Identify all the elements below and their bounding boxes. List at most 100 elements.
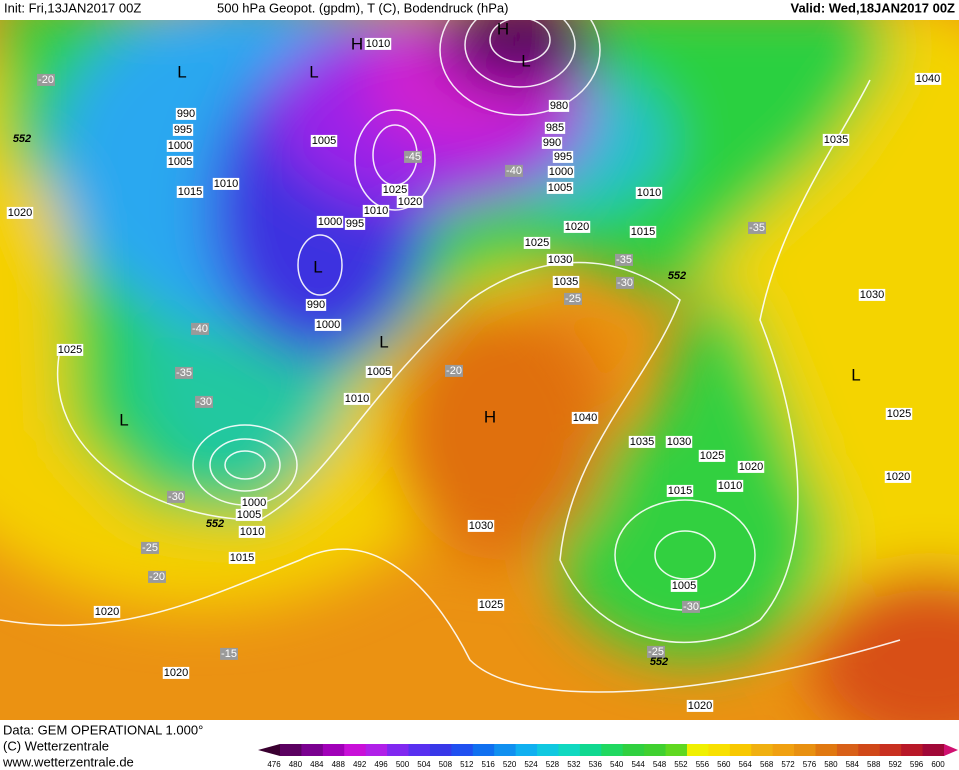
- colorbar-label: 484: [310, 760, 324, 769]
- colorbar-label: 560: [717, 760, 731, 769]
- isobar-label-box: [666, 484, 694, 497]
- isobar-label-box: [523, 236, 551, 249]
- pressure-center: L: [177, 62, 186, 81]
- colorbar: 476 480 484 488 492 496 500 504 508 512 516 520 524 5…: [258, 744, 958, 769]
- isobar-label: 1025: [58, 344, 82, 356]
- colorbar-label: 544: [631, 760, 645, 769]
- isobar-label: 985: [546, 122, 564, 134]
- isobar-label: 1035: [554, 276, 578, 288]
- isobar-label: 1000: [168, 140, 192, 152]
- colorbar-label: 572: [781, 760, 795, 769]
- isobar-label: 1020: [688, 700, 712, 712]
- isobar-label-box: [541, 136, 563, 149]
- colorbar-label: 568: [760, 760, 774, 769]
- temperature-label: -35: [749, 222, 765, 234]
- valid-time: Valid: Wed,18JAN2017 00Z: [790, 0, 955, 15]
- colorbar-segment: [815, 744, 838, 756]
- colorbar-segment: [644, 744, 667, 756]
- isobar-label-box: [381, 183, 409, 196]
- colorbar-label: 556: [696, 760, 710, 769]
- temperature-label-box: [148, 570, 166, 583]
- temperature-label-box: [682, 600, 700, 613]
- temperature-label-box: [445, 364, 463, 377]
- isobar-label: 1010: [214, 178, 238, 190]
- map-labels: 1010990995100010051015101010201025100510…: [6, 19, 942, 712]
- colorbar-segment: [601, 744, 624, 756]
- colorbar-label: 488: [332, 760, 346, 769]
- isobar-label-box: [238, 525, 266, 538]
- isobar-label-box: [716, 479, 744, 492]
- colorbar-segment: [301, 744, 324, 756]
- colorbar-label: 492: [353, 760, 367, 769]
- isobar-label-box: [314, 318, 342, 331]
- colorbar-label: 540: [610, 760, 624, 769]
- temperature-label: -30: [168, 491, 184, 503]
- map-field: [0, 20, 959, 720]
- data-source: Data: GEM OPERATIONAL 1.000°: [3, 722, 203, 737]
- colorbar-segment: [387, 744, 410, 756]
- isobar-label-box: [343, 392, 371, 405]
- colorbar-label: 524: [524, 760, 538, 769]
- website: www.wetterzentrale.de: [2, 754, 134, 769]
- colorbar-label: 512: [460, 760, 474, 769]
- colorbar-segment: [836, 744, 859, 756]
- temperature-label: -30: [683, 601, 699, 613]
- isobar-label: 1025: [479, 599, 503, 611]
- isobar-label-box: [665, 435, 693, 448]
- colorbar-end: [944, 744, 958, 756]
- map-title: 500 hPa Geopot. (gpdm), T (C), Bodendruc…: [217, 0, 508, 15]
- colorbar-segment: [794, 744, 816, 756]
- colorbar-label: 596: [910, 760, 924, 769]
- isobar-label: 1005: [237, 509, 261, 521]
- isobar-label: 1010: [345, 393, 369, 405]
- temperature-label-box: [37, 73, 55, 86]
- temperature-label: -25: [565, 293, 581, 305]
- isobar-label-box: [396, 195, 424, 208]
- isobar-label: 1030: [860, 289, 884, 301]
- isobar-label-box: [635, 186, 663, 199]
- isobar-label-box: [316, 215, 344, 228]
- isobar-label: 995: [554, 151, 572, 163]
- isobar-label-box: [467, 519, 495, 532]
- isobar-label-box: [166, 139, 194, 152]
- temperature-label-box: [647, 645, 665, 658]
- colorbar-segment: [922, 744, 945, 756]
- isobar-label: 1000: [318, 216, 342, 228]
- isobar-label-box: [884, 470, 912, 483]
- isobar-label: 980: [550, 100, 568, 112]
- colorbar-label: 580: [824, 760, 838, 769]
- isobar-label: 995: [174, 124, 192, 136]
- temperature-label-box: [191, 322, 209, 335]
- temperature-label-box: [564, 292, 582, 305]
- colorbar-segment: [537, 744, 559, 756]
- colorbar-segment: [408, 744, 431, 756]
- isobar-label-box: [477, 598, 505, 611]
- colorbar-label: 548: [653, 760, 667, 769]
- colorbar-segment: [365, 744, 388, 756]
- temperature-label-box: [220, 647, 238, 660]
- temperature-label: -40: [506, 165, 522, 177]
- isobar-label-box: [176, 185, 204, 198]
- colorbar-segment: [494, 744, 517, 756]
- colorbar-segment: [472, 744, 495, 756]
- isobar-label: 1010: [366, 38, 390, 50]
- colorbar-segment: [558, 744, 581, 756]
- copyright: (C) Wetterzentrale: [3, 738, 109, 753]
- isobar-label: 1010: [364, 205, 388, 217]
- temperature-label: -30: [617, 277, 633, 289]
- isobar-label: 1015: [631, 226, 655, 238]
- isobar-label: 1030: [469, 520, 493, 532]
- isobar-label-box: [56, 343, 84, 356]
- colorbar-segment: [772, 744, 795, 756]
- colorbar-label: 564: [739, 760, 753, 769]
- colorbar-segment: [451, 744, 474, 756]
- colorbar-segment: [901, 744, 924, 756]
- temperature-label: -30: [196, 396, 212, 408]
- isobar-label: 1015: [668, 485, 692, 497]
- isobar-label-box: [563, 220, 591, 233]
- colorbar-segment: [729, 744, 752, 756]
- colorbar-segment: [322, 744, 345, 756]
- colorbar-segment: [665, 744, 688, 756]
- temperature-label-box: [505, 164, 523, 177]
